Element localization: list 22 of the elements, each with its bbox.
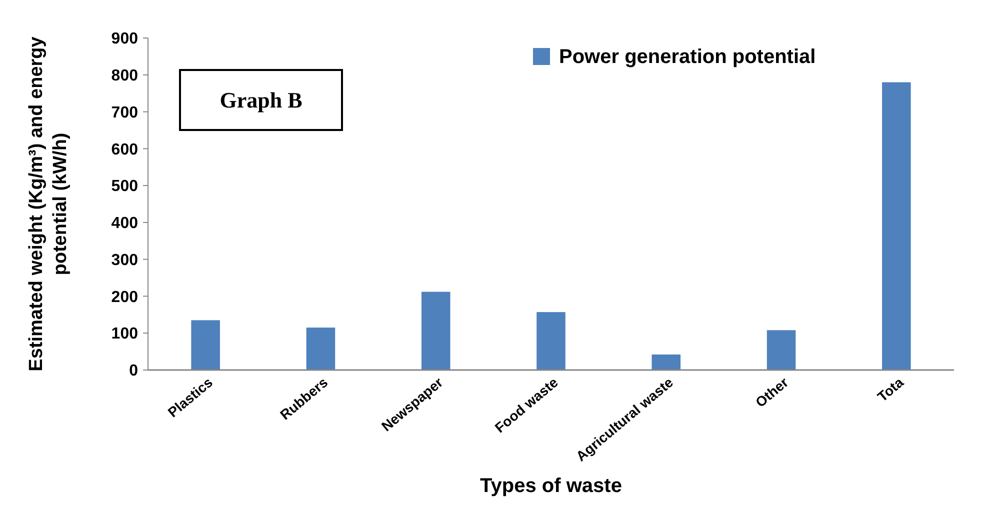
y-tick-label: 300 <box>111 252 138 269</box>
bar <box>306 328 336 370</box>
bar <box>191 320 220 370</box>
bar <box>536 312 566 370</box>
annotation: Graph B <box>220 88 303 113</box>
y-tick-label: 500 <box>111 178 138 196</box>
x-tick-label: Tota <box>874 374 907 405</box>
y-tick-label: 200 <box>111 288 138 306</box>
y-tick-label: 100 <box>111 326 138 343</box>
y-tick-label: 900 <box>111 30 138 48</box>
y-tick-label: 0 <box>129 362 138 380</box>
bar <box>652 354 681 370</box>
x-axis-title: Types of waste <box>480 475 622 497</box>
y-tick-label: 800 <box>111 67 138 84</box>
bar <box>421 292 450 370</box>
y-tick-label: 700 <box>111 104 138 122</box>
legend-label: Power generation potential <box>559 46 816 68</box>
y-tick-label: 400 <box>111 215 138 232</box>
y-axis-title: Estimated weight (Kg/m³) and energy potential (kW/h) <box>26 36 71 372</box>
y-tick-label: 600 <box>111 141 138 158</box>
bar <box>766 330 796 370</box>
bar <box>882 82 911 370</box>
